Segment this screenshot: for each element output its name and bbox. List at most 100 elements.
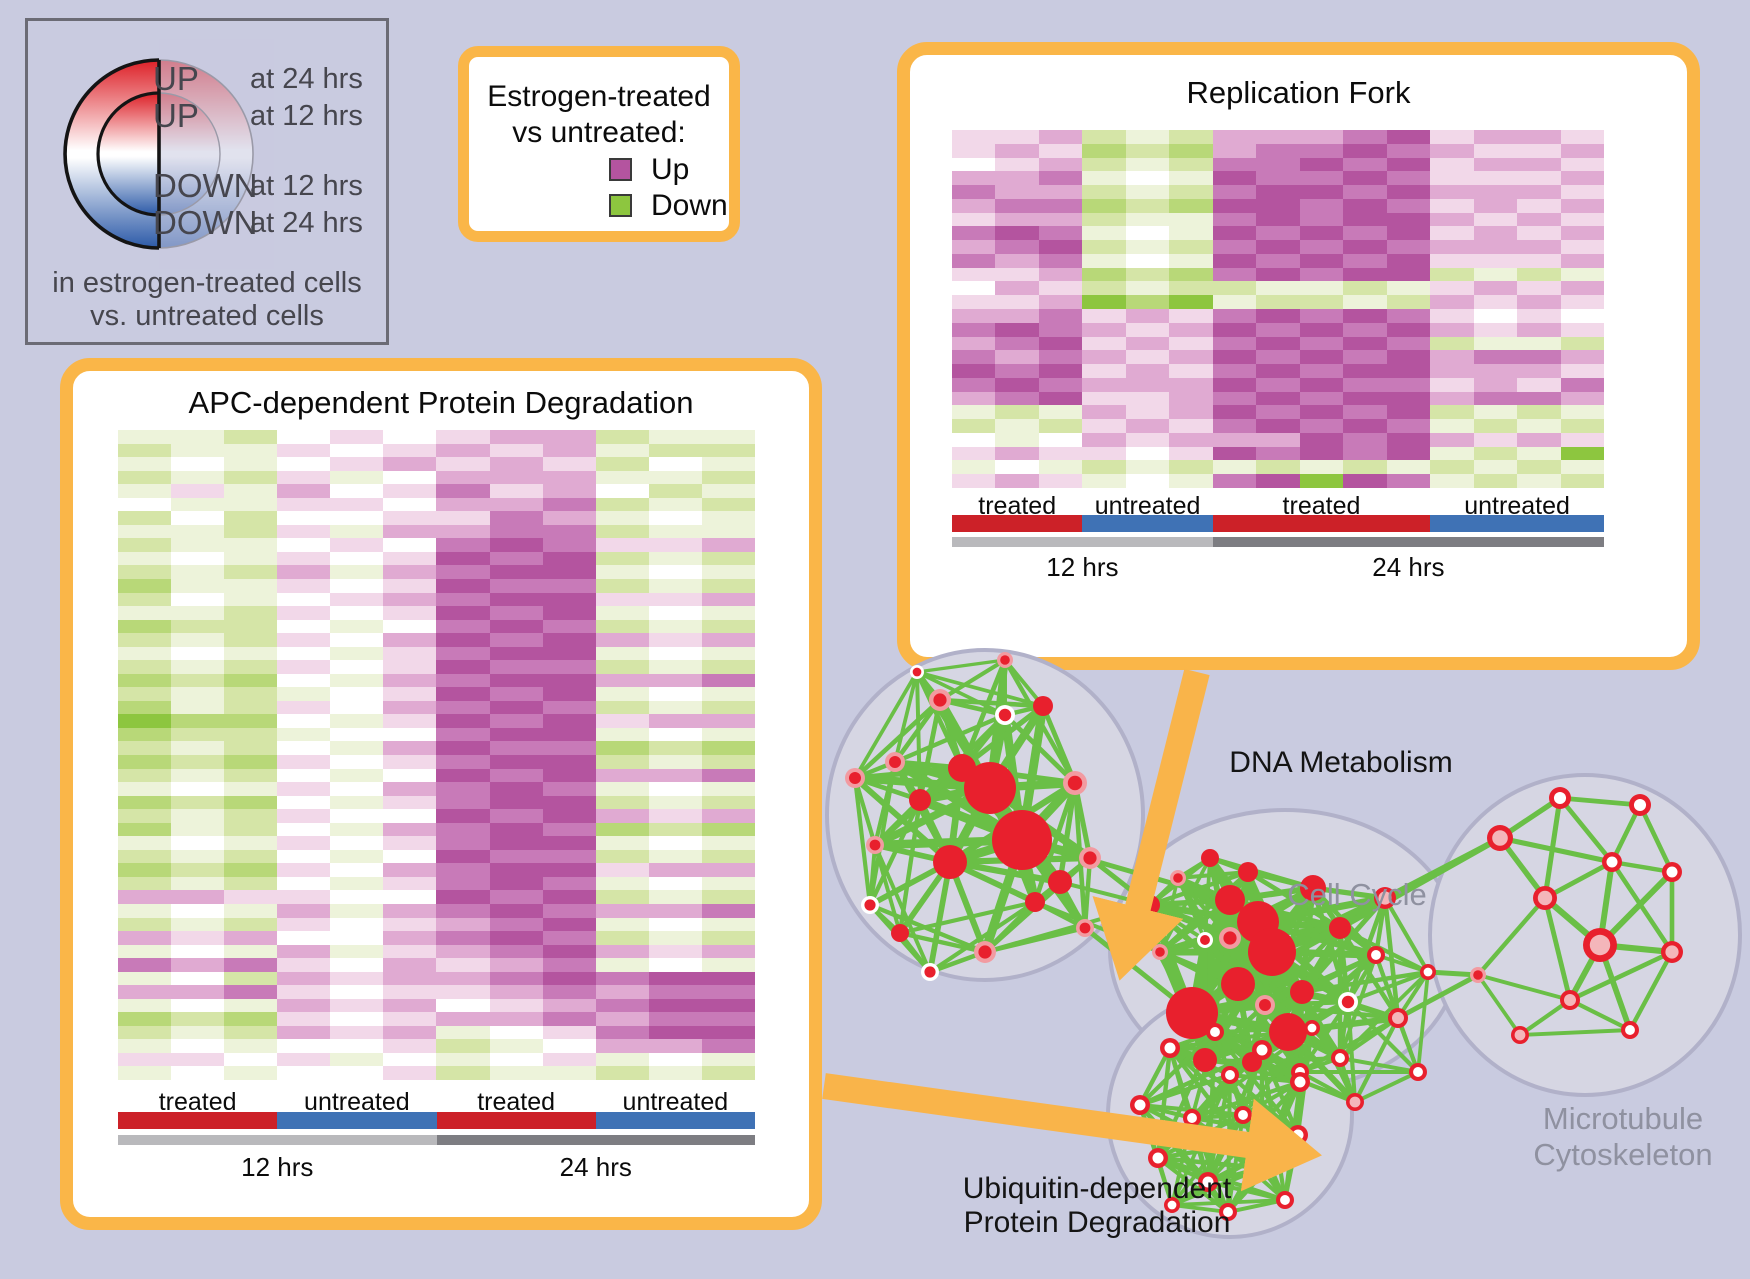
heatmap-cell: [595, 755, 649, 769]
network-edge: [1191, 1008, 1289, 1037]
network-edge: [1268, 949, 1306, 995]
network-edge: [939, 697, 1044, 709]
heatmap-cell: [648, 578, 702, 593]
heatmap-cell: [952, 212, 996, 227]
heatmap-cell: [436, 727, 490, 742]
network-edge: [1338, 970, 1430, 1060]
heatmap-cell: [1256, 240, 1300, 254]
heatmap-cell: [1212, 391, 1257, 406]
network-node: [1130, 1095, 1150, 1115]
network-edge: [1282, 1134, 1301, 1201]
heatmap-cell: [701, 998, 755, 1013]
network-node-core: [1665, 945, 1679, 959]
network-edge: [1149, 869, 1249, 908]
heatmap-cell: [224, 998, 278, 1013]
heatmap-cell: [1517, 143, 1561, 158]
heatmap-cell: [1299, 295, 1344, 309]
heatmap-cell: [171, 876, 225, 891]
network-edge: [1242, 1113, 1299, 1137]
heatmap-cell: [1299, 446, 1344, 461]
heatmap-cell: [595, 903, 649, 918]
heatmap-row: [952, 474, 1604, 488]
network-edge: [1237, 980, 1303, 996]
network-node-core: [998, 708, 1012, 722]
heatmap-cell: [1212, 185, 1257, 199]
heatmap-cell: [595, 565, 649, 579]
heatmap-cell: [1212, 350, 1257, 365]
heatmap-cell: [171, 646, 225, 661]
network-node: [1511, 1026, 1529, 1044]
heatmap-cell: [995, 446, 1039, 461]
heatmap-cell: [1430, 157, 1474, 172]
network-edge: [1338, 926, 1400, 1020]
network-edge: [1264, 999, 1349, 1008]
heatmap-cell: [542, 497, 596, 512]
heatmap-cell: [952, 198, 996, 213]
network-edge: [1168, 1046, 1245, 1117]
heatmap-cell: [1256, 281, 1300, 296]
heatmap-cell: [383, 782, 437, 796]
network-edge: [1263, 1003, 1357, 1104]
heatmap-cell: [995, 364, 1039, 378]
heatmap-cell: [1299, 281, 1344, 296]
network-node: [1487, 825, 1513, 851]
network-edge: [897, 799, 923, 934]
network-node: [1470, 967, 1486, 983]
network-edge: [1207, 857, 1233, 939]
heatmap-cell: [436, 958, 490, 972]
network-edge: [1158, 877, 1180, 953]
heatmap-cell: [1386, 350, 1431, 365]
heatmap-cell: [1386, 474, 1431, 488]
network-node-core: [1238, 1110, 1248, 1120]
network-edge: [1476, 896, 1547, 977]
network-edge: [989, 778, 1076, 793]
network-edge: [1299, 1056, 1341, 1074]
heatmap-cell: [542, 457, 596, 471]
microtubule-label-line1: Microtubule: [1542, 1101, 1704, 1136]
heatmap-cell: [171, 809, 225, 823]
heatmap-cell: [1256, 309, 1300, 323]
timepoint-label: 24 hrs: [1372, 552, 1445, 582]
heatmap-cell: [1560, 391, 1604, 406]
heatmap-cell: [1212, 226, 1257, 241]
network-edge: [1285, 926, 1343, 1034]
network-edge: [1190, 1048, 1264, 1120]
heatmap-cell: [1299, 405, 1344, 420]
heatmap-cell: [489, 822, 543, 837]
heatmap-cell: [648, 822, 702, 837]
network-edge: [916, 670, 1006, 717]
network-node-core: [864, 899, 876, 911]
heatmap-cell: [118, 822, 172, 837]
heatmap-cell: [1299, 322, 1344, 337]
heatmap-cell: [595, 971, 649, 986]
network-edge: [1156, 1116, 1194, 1160]
network-edge: [939, 697, 1006, 718]
heatmap-cell: [542, 931, 596, 945]
network-edge: [1139, 1073, 1231, 1107]
heatmap-cell: [224, 443, 278, 458]
heatmap-cell: [701, 985, 755, 999]
network-edge: [1236, 925, 1342, 987]
heatmap-cell: [1560, 267, 1604, 282]
network-edge: [1204, 1057, 1253, 1065]
heatmap-cell: [1517, 130, 1561, 144]
network-edge: [1228, 934, 1274, 956]
heatmap-cell: [1430, 171, 1474, 186]
heatmap-cell: [1256, 171, 1300, 186]
heatmap-row: [952, 281, 1604, 296]
network-edge: [1628, 950, 1674, 1032]
network-edge: [1190, 1026, 1314, 1120]
heatmap-cell: [224, 809, 278, 823]
network-edge: [1156, 1048, 1264, 1160]
heatmap-cell: [383, 1025, 437, 1040]
condition-bar-treated: [118, 1112, 278, 1129]
heatmap-row: [118, 903, 755, 918]
heatmap-cell: [277, 944, 331, 959]
network-node-core: [1606, 856, 1618, 868]
heatmap-cell: [277, 430, 331, 444]
heatmap-cell: [277, 443, 331, 458]
heatmap-cell: [383, 714, 437, 728]
network-edge: [1271, 948, 1377, 959]
heatmap-cell: [277, 741, 331, 755]
network-edge: [918, 713, 1007, 802]
